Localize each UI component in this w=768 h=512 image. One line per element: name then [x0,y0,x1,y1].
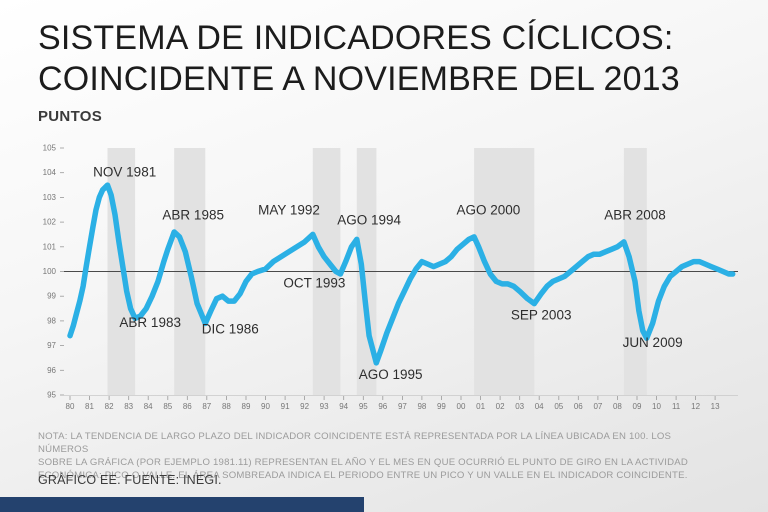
page-title-line1: SISTEMA DE INDICADORES CÍCLICOS: [38,19,674,57]
coincident-indicator-line [67,182,736,366]
recession-band [356,148,377,395]
y-tick-label: 97 [47,341,56,350]
x-tick-label: 81 [85,402,94,411]
y-tick-label: 105 [43,144,57,153]
x-tick-label: 11 [672,402,681,411]
recession-band [312,148,341,395]
x-tick-label: 96 [378,402,387,411]
turning-point-label: AGO 2000 [457,203,521,218]
turning-point-label: NOV 1981 [93,164,156,179]
y-axis-title: PUNTOS [38,108,103,125]
turning-point-label: JUN 2009 [623,335,683,350]
turning-point-label: ABR 2008 [604,208,666,223]
recession-band [623,148,647,395]
y-tick-label: 101 [43,242,57,251]
y-tick-label: 98 [47,316,56,325]
x-tick-label: 89 [242,402,251,411]
x-tick-label: 05 [554,402,563,411]
x-tick-label: 04 [535,402,544,411]
y-tick-label: 104 [43,168,57,177]
y-tick-label: 100 [43,267,57,276]
footnote-line2: SOBRE LA GRÁFICA (POR EJEMPLO 1981.11) R… [38,457,688,468]
x-tick-label: 07 [593,402,602,411]
x-tick-label: 06 [574,402,583,411]
turning-point-label: ABR 1985 [162,208,224,223]
x-tick-label: 13 [711,402,720,411]
x-tick-label: 98 [417,402,426,411]
turning-point-label: ABR 1983 [119,315,181,330]
y-tick-label: 99 [47,292,56,301]
x-tick-label: 09 [633,402,642,411]
footnote: NOTA: LA TENDENCIA DE LARGO PLAZO DEL IN… [38,430,698,482]
x-tick-label: 80 [66,402,75,411]
x-tick-label: 00 [457,402,466,411]
page-title: SISTEMA DE INDICADORES CÍCLICOS: COINCID… [38,18,680,100]
y-tick-label: 96 [47,366,56,375]
x-tick-label: 87 [202,402,211,411]
turning-point-label: AGO 1994 [337,213,401,228]
y-tick-label: 103 [43,193,57,202]
x-tick-label: 08 [613,402,622,411]
x-tick-label: 94 [339,402,348,411]
page-title-line2: COINCIDENTE A NOVIEMBRE DEL 2013 [38,60,680,98]
turning-point-label: SEP 2003 [511,308,572,323]
x-tick-label: 03 [515,402,524,411]
x-tick-label: 86 [183,402,192,411]
footnote-line3: ECONÓMICA: PICO O VALLE. EL ÁREA SOMBREA… [38,470,688,481]
y-tick-label: 95 [47,391,56,400]
footnote-line1: NOTA: LA TENDENCIA DE LARGO PLAZO DEL IN… [38,431,672,455]
recession-band [474,148,535,395]
x-tick-label: 82 [105,402,114,411]
x-tick-label: 97 [398,402,407,411]
recession-band [107,148,136,395]
x-tick-label: 88 [222,402,231,411]
x-tick-label: 92 [300,402,309,411]
source-credit: GRÁFICO EE. FUENTE: INEGI. [38,473,222,487]
x-tick-label: 02 [496,402,505,411]
turning-point-label: OCT 1993 [283,276,345,291]
x-tick-label: 93 [320,402,329,411]
x-tick-label: 10 [652,402,661,411]
recession-band [174,148,206,395]
x-tick-label: 12 [691,402,700,411]
x-tick-label: 95 [359,402,368,411]
turning-point-label: AGO 1995 [359,367,423,382]
x-tick-label: 90 [261,402,270,411]
y-tick-label: 102 [43,218,57,227]
x-tick-label: 84 [144,402,153,411]
turning-point-label: DIC 1986 [202,321,259,336]
x-tick-label: 01 [476,402,485,411]
x-tick-label: 83 [124,402,133,411]
x-tick-label: 85 [163,402,172,411]
turning-point-label: MAY 1992 [258,203,320,218]
x-tick-label: 91 [281,402,290,411]
x-tick-label: 99 [437,402,446,411]
footer-brand-bar [0,497,364,512]
